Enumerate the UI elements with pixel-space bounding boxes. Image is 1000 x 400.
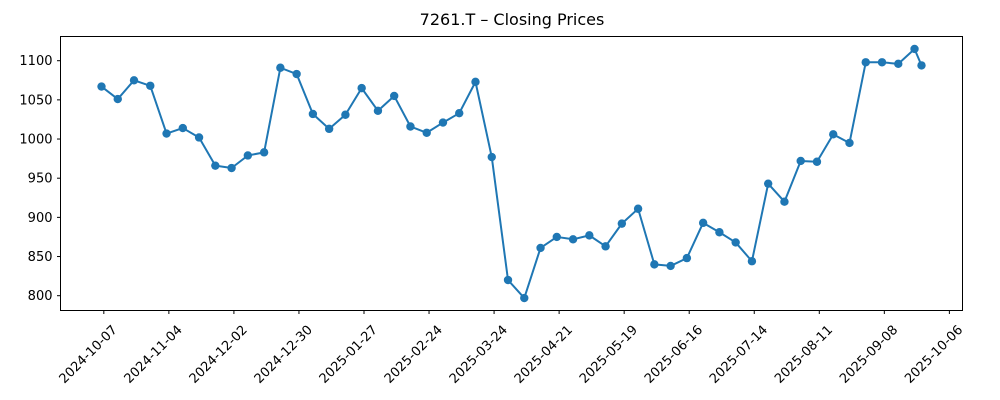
x-tick-label: 2024-12-30	[252, 323, 316, 387]
y-tick-label: 900	[28, 211, 53, 226]
data-point	[617, 219, 627, 228]
data-point	[471, 77, 480, 87]
data-point	[276, 63, 285, 72]
data-point	[698, 218, 708, 228]
data-point	[715, 228, 724, 237]
data-point	[178, 123, 188, 133]
data-point	[666, 261, 675, 271]
data-point	[97, 82, 106, 91]
axes-frame	[60, 36, 963, 311]
x-tick-label: 2025-08-11	[772, 323, 836, 387]
data-point	[422, 128, 431, 137]
x-tick-label: 2025-07-14	[707, 323, 771, 387]
y-tick-label: 850	[28, 250, 53, 265]
data-point	[682, 253, 692, 263]
data-point	[812, 157, 822, 166]
data-point	[308, 109, 318, 119]
x-tick-label: 2025-03-24	[447, 323, 511, 387]
x-tick-label: 2025-01-27	[317, 323, 381, 387]
data-point	[324, 124, 334, 134]
data-point	[845, 138, 854, 148]
data-point	[650, 260, 659, 269]
data-point	[227, 163, 236, 173]
x-tick-label: 2025-10-06	[902, 323, 966, 387]
data-point	[129, 76, 139, 85]
data-point	[406, 122, 415, 131]
x-tick-label: 2025-02-24	[382, 323, 446, 387]
data-point	[113, 94, 122, 104]
data-point	[796, 156, 805, 166]
data-point	[194, 133, 204, 142]
data-point	[910, 44, 919, 54]
x-tick-label: 2024-10-07	[57, 323, 121, 387]
data-point	[341, 110, 350, 119]
data-point	[861, 58, 870, 67]
x-tick-label: 2025-04-21	[512, 323, 576, 387]
y-tick-label: 1000	[19, 133, 52, 148]
data-point	[162, 129, 171, 138]
data-point	[357, 83, 366, 93]
price-line	[100, 47, 923, 300]
data-point	[243, 151, 253, 160]
data-point	[780, 197, 789, 206]
data-point	[877, 58, 887, 67]
y-tick-label: 1100	[19, 54, 52, 69]
data-point	[747, 257, 757, 266]
x-tick-label: 2025-06-16	[642, 323, 706, 387]
data-point	[520, 293, 529, 303]
data-point	[146, 81, 155, 90]
y-tick-label: 800	[28, 289, 53, 304]
data-point	[455, 108, 464, 118]
data-point	[487, 152, 496, 162]
chart-title: 7261.T – Closing Prices	[419, 10, 605, 29]
data-point	[259, 148, 269, 157]
data-point	[389, 91, 399, 101]
data-point	[568, 235, 578, 244]
data-point	[552, 232, 561, 242]
data-point	[503, 275, 513, 285]
data-point	[829, 130, 838, 139]
x-tick-label: 2025-05-19	[577, 323, 641, 387]
data-point	[585, 231, 594, 240]
data-point	[211, 161, 220, 170]
data-point	[763, 179, 773, 188]
data-point	[601, 242, 610, 251]
data-point	[292, 69, 301, 79]
x-tick-label: 2024-12-02	[187, 323, 251, 387]
x-tick-label: 2024-11-04	[122, 323, 186, 387]
data-point	[373, 106, 383, 116]
data-point	[917, 61, 926, 70]
data-point	[536, 243, 545, 253]
data-point	[731, 238, 740, 247]
x-tick-label: 2025-09-08	[837, 323, 901, 387]
y-tick-label: 1050	[19, 93, 52, 108]
data-point	[438, 118, 448, 127]
data-point	[633, 204, 643, 213]
data-point	[894, 59, 903, 69]
y-tick-label: 950	[28, 172, 53, 187]
